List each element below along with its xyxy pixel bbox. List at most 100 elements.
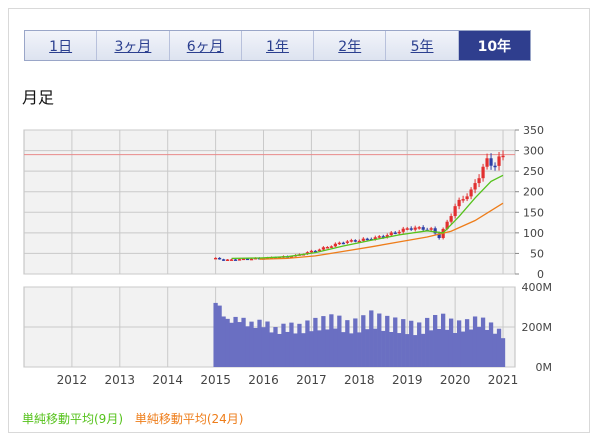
tab-10years[interactable]: 10年 (458, 31, 530, 60)
volume-bar (480, 317, 486, 367)
candle-body (421, 227, 425, 230)
price-tick-label: 150 (523, 206, 544, 219)
candle-body (477, 178, 481, 184)
x-tick-label: 2021 (488, 373, 519, 387)
candle-body (433, 228, 437, 234)
tab-5years[interactable]: 5年 (386, 31, 459, 60)
volume-bar (413, 335, 418, 367)
candle-body (405, 228, 409, 230)
legend: 単純移動平均(9月) 単純移動平均(24月) (22, 410, 251, 427)
volume-bar (496, 328, 502, 367)
tab-3months[interactable]: 3ヶ月 (97, 31, 170, 60)
price-tick-label: 250 (523, 165, 544, 178)
candle-body (377, 236, 381, 238)
volume-bar (237, 322, 242, 367)
ma9-line (231, 174, 504, 260)
tab-1day[interactable]: 1日 (25, 31, 98, 60)
volume-bar (257, 319, 262, 367)
volume-bar (317, 330, 322, 367)
volume-bar (401, 319, 406, 367)
volume-bar (393, 317, 398, 367)
volume-bar (213, 302, 218, 367)
candle-body (317, 249, 321, 252)
volume-bar (241, 317, 246, 367)
candle-body (401, 228, 405, 232)
candle-body (277, 257, 282, 259)
tab-2years[interactable]: 2年 (314, 31, 387, 60)
candle-body (409, 228, 413, 230)
volume-bar (245, 326, 250, 367)
candle-body (341, 242, 345, 245)
x-tick-label: 2012 (57, 373, 88, 387)
candle-body (385, 235, 389, 238)
price-plot-area (23, 129, 516, 275)
legend-ma24: 単純移動平均(24月) (134, 412, 244, 426)
volume-bar (313, 317, 318, 367)
volume-bar (297, 323, 302, 367)
volume-bar (389, 332, 394, 367)
candle-body (353, 240, 357, 242)
volume-bar (377, 313, 382, 367)
volume-bar (456, 320, 462, 367)
candle-body (365, 238, 369, 241)
volume-bar (500, 338, 506, 367)
candle-body (237, 259, 242, 261)
volume-bar (221, 316, 226, 367)
price-tick-label: 200 (523, 186, 544, 199)
volume-bar (429, 330, 434, 367)
volume-bar (305, 320, 310, 367)
volume-bar (417, 322, 422, 367)
volume-tick-label: 200M (522, 321, 553, 334)
volume-bar (333, 328, 338, 367)
x-tick-label: 2013 (105, 373, 136, 387)
candle-body (337, 242, 341, 245)
x-tick-label: 2019 (392, 373, 423, 387)
candle-body (461, 199, 465, 201)
volume-bar (273, 327, 278, 367)
candle-body (393, 232, 397, 234)
volume-bar (397, 333, 402, 367)
legend-ma9: 単純移動平均(9月) (22, 412, 123, 426)
candle-body (345, 241, 349, 243)
candle-body (497, 156, 501, 166)
volume-bar (421, 333, 426, 367)
volume-bar (441, 313, 446, 367)
volume-bar (357, 332, 362, 367)
tab-1year[interactable]: 1年 (241, 31, 315, 60)
volume-bar (484, 329, 490, 367)
volume-bar (321, 316, 326, 367)
volume-bar (337, 315, 342, 367)
price-tick-label: 50 (530, 247, 544, 260)
x-tick-label: 2014 (152, 373, 183, 387)
volume-bar (468, 329, 474, 367)
volume-bar (365, 329, 370, 367)
candle-body (397, 231, 401, 234)
candle-body (457, 199, 461, 207)
tab-6months[interactable]: 6ヶ月 (169, 31, 242, 60)
candle-body (249, 258, 254, 261)
volume-bar (472, 316, 478, 367)
chart-title: 月足 (22, 88, 55, 107)
volume-bar (448, 318, 454, 367)
candle-body (361, 238, 365, 241)
volume-bar (409, 320, 414, 367)
price-tick-label: 350 (523, 124, 544, 137)
candle-body (333, 243, 337, 247)
candle-body (357, 240, 361, 243)
ma24-line (259, 202, 504, 260)
x-tick-label: 2020 (440, 373, 471, 387)
volume-bar (349, 333, 354, 367)
volume-bar (269, 332, 274, 367)
candle-body (453, 206, 457, 217)
candle-body (325, 247, 329, 249)
volume-bar (433, 314, 438, 367)
candle-body (373, 237, 377, 240)
volume-bar (476, 326, 482, 367)
candle-body (493, 165, 497, 168)
candle-body (413, 227, 417, 230)
volume-bar (345, 320, 350, 367)
x-tick-label: 2017 (296, 373, 327, 387)
volume-tick-label: 0M (536, 361, 553, 374)
volume-bar (281, 323, 286, 367)
